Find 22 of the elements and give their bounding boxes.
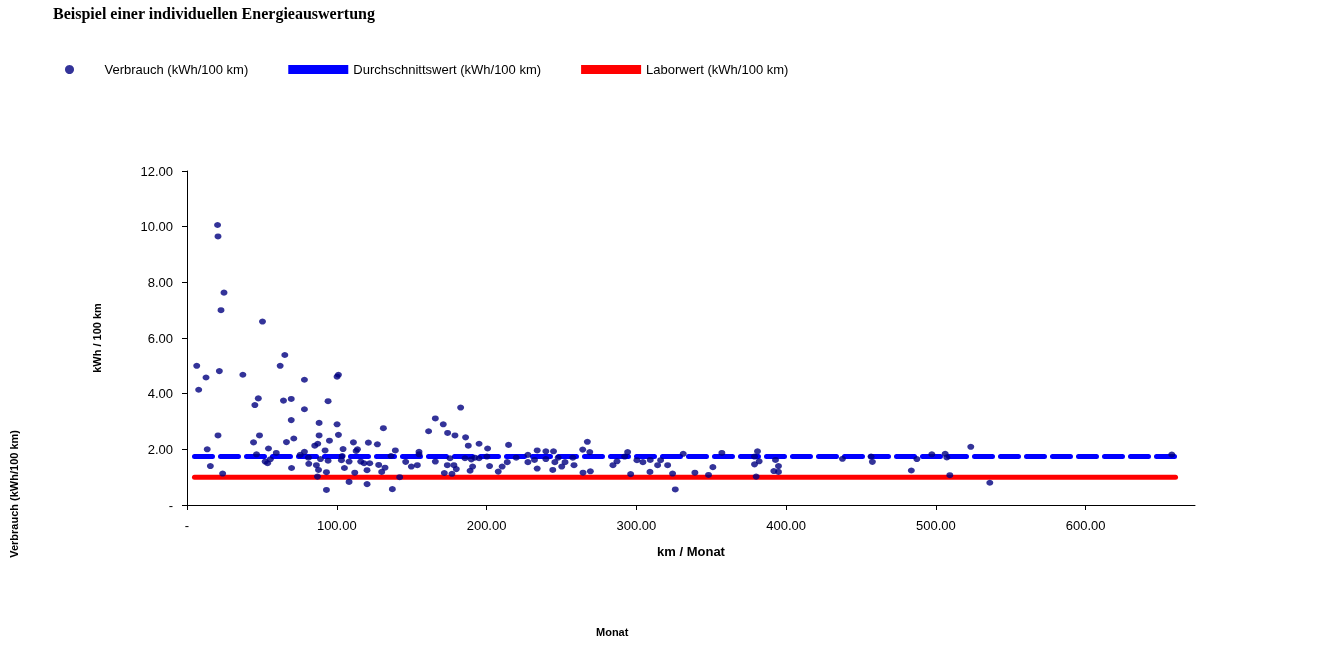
x-tick-label: 300.00 bbox=[616, 518, 657, 533]
legend-label: Laborwert (kWh/100 km) bbox=[646, 62, 789, 77]
y-axis-title: kWh / 100 km bbox=[90, 302, 103, 373]
y-tick-label: 8.00 bbox=[147, 274, 173, 290]
text: Monat bbox=[596, 625, 629, 638]
legend-label: Verbrauch (kWh/100 km) bbox=[104, 62, 249, 77]
y-tick-label: 6.00 bbox=[147, 330, 173, 346]
x-tick-label: 600.00 bbox=[1065, 518, 1106, 533]
text: Verbrauch (kWh/100 km) bbox=[7, 429, 20, 558]
y-tick-label: 4.00 bbox=[147, 386, 173, 402]
y-tick-label: 10.00 bbox=[140, 219, 173, 235]
x-tick-label: 500.00 bbox=[916, 518, 956, 533]
y-tick-label: 12.00 bbox=[140, 163, 173, 179]
y-tick-label: - bbox=[168, 497, 173, 513]
chart-title: Beispiel einer individuellen Energieauswertung bbox=[53, 4, 375, 23]
y-tick-label: 2.00 bbox=[147, 441, 173, 457]
x-axis-title: km / Monat bbox=[657, 544, 726, 559]
x-tick-label: - bbox=[184, 518, 190, 533]
x-tick-label: 200.00 bbox=[466, 518, 507, 533]
x-tick-label: 100.00 bbox=[316, 518, 357, 533]
x-tick-label: 400.00 bbox=[766, 518, 806, 533]
legend-label: Durchschnittswert (kWh/100 km) bbox=[353, 62, 542, 77]
